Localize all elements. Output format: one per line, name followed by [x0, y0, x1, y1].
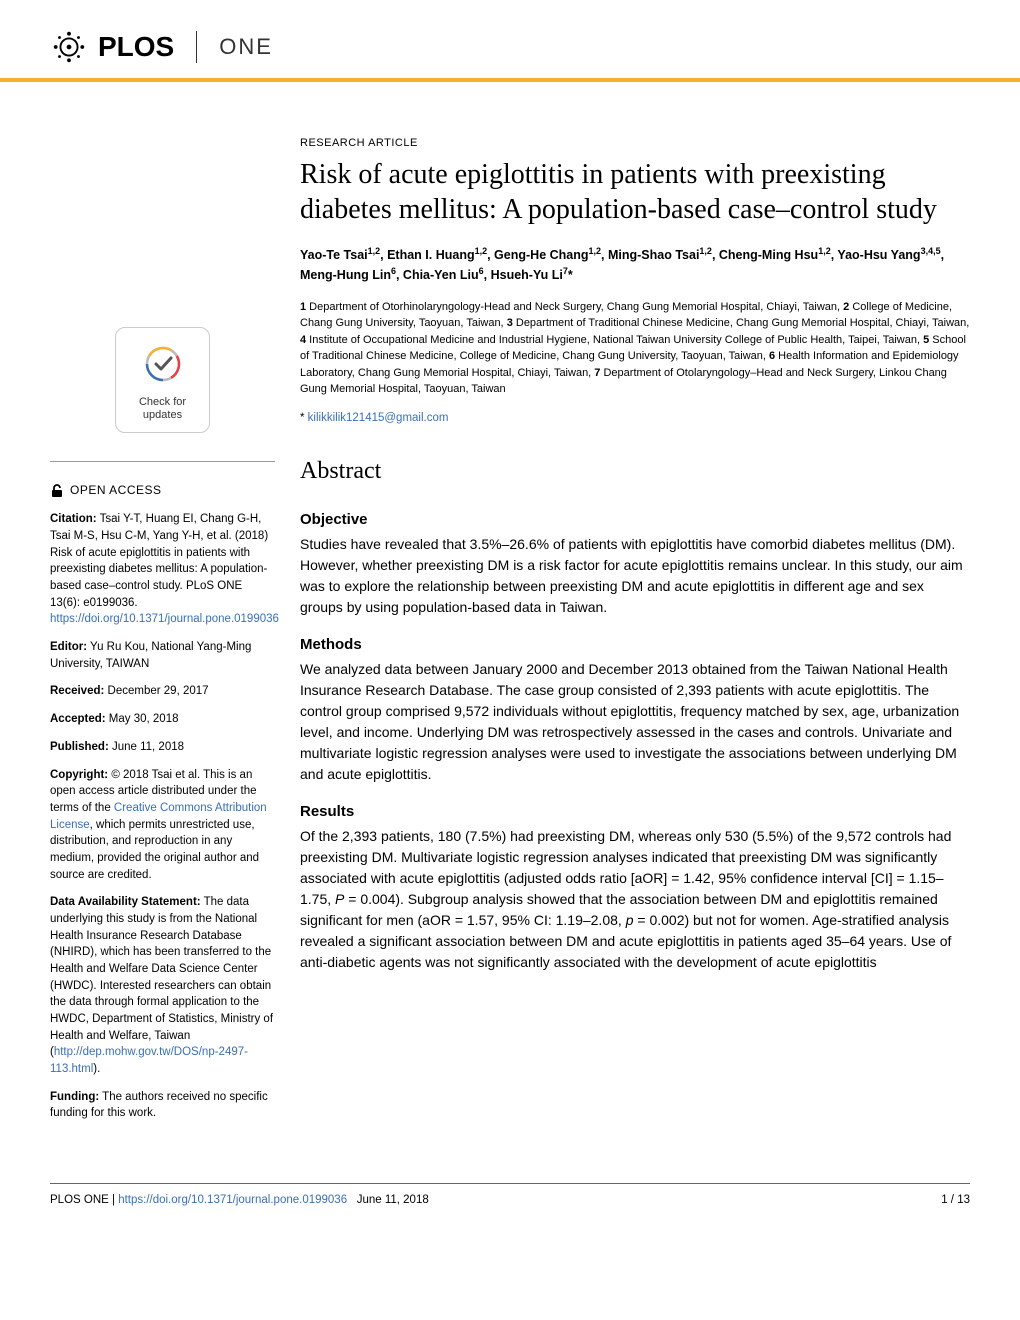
sidebar-divider	[50, 461, 275, 462]
authors-list: Yao-Te Tsai1,2, Ethan I. Huang1,2, Geng-…	[300, 245, 970, 285]
data-text-before: The data underlying this study is from t…	[50, 896, 273, 1058]
published-text: June 11, 2018	[109, 741, 184, 753]
main-article: RESEARCH ARTICLE Risk of acute epiglotti…	[300, 137, 970, 1133]
objective-heading: Objective	[300, 511, 970, 528]
corresponding-email-link[interactable]: kilikkilik121415@gmail.com	[308, 412, 449, 424]
results-heading: Results	[300, 803, 970, 820]
open-access-row: OPEN ACCESS	[50, 482, 275, 499]
methods-body: We analyzed data between January 2000 an…	[300, 659, 970, 785]
citation-label: Citation:	[50, 513, 97, 525]
accepted-label: Accepted:	[50, 713, 106, 725]
article-type: RESEARCH ARTICLE	[300, 137, 970, 149]
objective-body: Studies have revealed that 3.5%–26.6% of…	[300, 534, 970, 618]
page-footer: PLOS ONE | https://doi.org/10.1371/journ…	[50, 1183, 970, 1236]
footer-left: PLOS ONE | https://doi.org/10.1371/journ…	[50, 1194, 429, 1206]
logo-divider	[196, 31, 197, 63]
data-availability-section: Data Availability Statement: The data un…	[50, 894, 275, 1077]
published-section: Published: June 11, 2018	[50, 739, 275, 756]
copyright-label: Copyright:	[50, 769, 108, 781]
copyright-section: Copyright: © 2018 Tsai et al. This is an…	[50, 767, 275, 884]
funding-section: Funding: The authors received no specifi…	[50, 1089, 275, 1122]
results-body: Of the 2,393 patients, 180 (7.5%) had pr…	[300, 826, 970, 973]
received-label: Received:	[50, 685, 104, 697]
page-header: PLOS ONE	[0, 0, 1020, 82]
affiliations: 1 Department of Otorhinolaryngology-Head…	[300, 299, 970, 398]
editor-label: Editor:	[50, 641, 87, 653]
sidebar: Check for updates OPEN ACCESS Citation: …	[50, 137, 275, 1133]
accepted-text: May 30, 2018	[106, 713, 179, 725]
footer-doi-link[interactable]: https://doi.org/10.1371/journal.pone.019…	[118, 1194, 347, 1206]
footer-page-number: 1 / 13	[941, 1194, 970, 1206]
plos-circle-icon	[50, 28, 88, 66]
editor-section: Editor: Yu Ru Kou, National Yang-Ming Un…	[50, 639, 275, 672]
check-updates-label: Check for updates	[124, 396, 201, 422]
open-lock-icon	[50, 484, 64, 498]
received-section: Received: December 29, 2017	[50, 683, 275, 700]
accepted-section: Accepted: May 30, 2018	[50, 711, 275, 728]
data-link[interactable]: http://dep.mohw.gov.tw/DOS/np-2497-113.h…	[50, 1046, 248, 1075]
footer-journal: PLOS ONE |	[50, 1194, 118, 1206]
published-label: Published:	[50, 741, 109, 753]
crossmark-icon	[143, 344, 183, 384]
data-label: Data Availability Statement:	[50, 896, 201, 908]
funding-label: Funding:	[50, 1091, 99, 1103]
open-access-label: OPEN ACCESS	[70, 482, 162, 499]
citation-text: Tsai Y-T, Huang EI, Chang G-H, Tsai M-S,…	[50, 513, 268, 608]
corresponding-author: * kilikkilik121415@gmail.com	[300, 412, 970, 424]
one-text: ONE	[219, 34, 273, 60]
abstract-heading: Abstract	[300, 458, 970, 485]
received-text: December 29, 2017	[104, 685, 208, 697]
footer-date: June 11, 2018	[357, 1194, 429, 1206]
check-updates-badge[interactable]: Check for updates	[115, 327, 210, 433]
citation-doi-link[interactable]: https://doi.org/10.1371/journal.pone.019…	[50, 613, 279, 625]
methods-heading: Methods	[300, 636, 970, 653]
plos-logo: PLOS ONE	[50, 28, 273, 66]
content-container: Check for updates OPEN ACCESS Citation: …	[0, 82, 1020, 1163]
plos-text: PLOS	[98, 31, 174, 63]
data-text-after: ).	[93, 1063, 100, 1075]
article-title: Risk of acute epiglottitis in patients w…	[300, 157, 970, 227]
citation-section: Citation: Tsai Y-T, Huang EI, Chang G-H,…	[50, 511, 275, 628]
